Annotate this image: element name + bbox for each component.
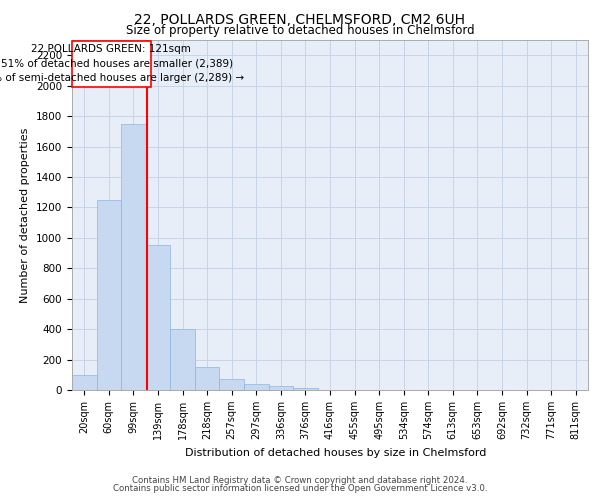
Bar [293, 388, 318, 390]
Bar [195, 367, 220, 390]
Text: 22, POLLARDS GREEN, CHELMSFORD, CM2 6UH: 22, POLLARDS GREEN, CHELMSFORD, CM2 6UH [134, 12, 466, 26]
Bar [97, 200, 121, 390]
Bar [121, 124, 146, 390]
Bar [170, 329, 195, 390]
Bar [72, 41, 151, 87]
Text: 49% of semi-detached houses are larger (2,289) →: 49% of semi-detached houses are larger (… [0, 73, 244, 83]
Bar [146, 246, 170, 390]
Bar [220, 378, 244, 390]
Bar [269, 386, 293, 390]
Bar [244, 384, 269, 390]
Y-axis label: Number of detached properties: Number of detached properties [20, 128, 31, 302]
Text: Distribution of detached houses by size in Chelmsford: Distribution of detached houses by size … [185, 448, 487, 458]
Bar [72, 375, 97, 390]
Text: Size of property relative to detached houses in Chelmsford: Size of property relative to detached ho… [125, 24, 475, 37]
Text: 22 POLLARDS GREEN: 121sqm: 22 POLLARDS GREEN: 121sqm [31, 44, 191, 54]
Text: Contains public sector information licensed under the Open Government Licence v3: Contains public sector information licen… [113, 484, 487, 493]
Text: ← 51% of detached houses are smaller (2,389): ← 51% of detached houses are smaller (2,… [0, 58, 233, 68]
Text: Contains HM Land Registry data © Crown copyright and database right 2024.: Contains HM Land Registry data © Crown c… [132, 476, 468, 485]
